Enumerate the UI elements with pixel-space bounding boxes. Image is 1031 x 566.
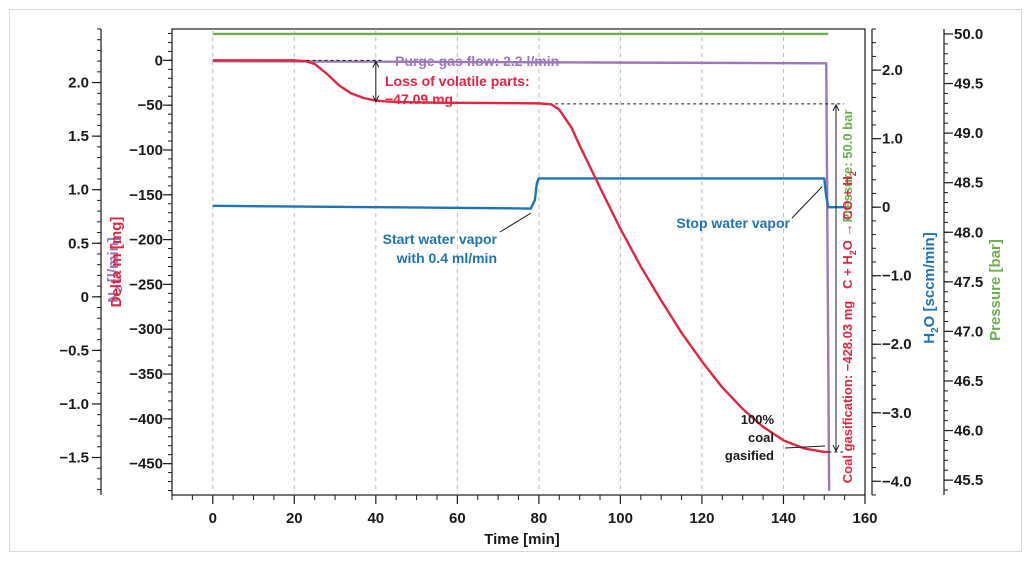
y-tick-label-pressure: 45.5 bbox=[954, 472, 983, 489]
y-tick-label-pressure: 46.0 bbox=[954, 423, 983, 440]
annotation-gasification: Coal gasification: −428.03 mg bbox=[840, 301, 855, 483]
annotation-full-line3: gasified bbox=[725, 448, 774, 463]
loss-arrowhead-top bbox=[372, 60, 380, 68]
y-axis-label-pressure: Pressure [bar] bbox=[987, 239, 1004, 341]
annotation-full-line2: coal bbox=[748, 430, 774, 445]
y-tick-label-h2o: −4.0 bbox=[882, 473, 912, 490]
y-tick-label-pressure: 49.0 bbox=[954, 125, 983, 142]
annotation-full-line1: 100% bbox=[741, 412, 775, 427]
annotation-start-line2: with 0.4 ml/min bbox=[396, 250, 497, 266]
x-tick-label: 140 bbox=[771, 510, 796, 527]
y-tick-label-n2: 0.5 bbox=[68, 235, 89, 252]
y-tick-label-delta_m: 0 bbox=[155, 52, 163, 69]
series-line-delta_m bbox=[212, 59, 829, 454]
annotation-loss-line1: Loss of volatile parts: bbox=[385, 73, 530, 89]
x-tick-label: 60 bbox=[449, 510, 466, 527]
y-tick-label-delta_m: −300 bbox=[129, 321, 163, 338]
y-tick-label-h2o: 2.0 bbox=[882, 62, 903, 79]
annotation-loss-line2: −47.09 mg bbox=[385, 91, 453, 107]
series-line-n2 bbox=[212, 59, 831, 491]
y-tick-label-delta_m: −250 bbox=[129, 276, 163, 293]
y-tick-label-n2: −1.0 bbox=[59, 396, 89, 413]
y-tick-label-delta_m: −450 bbox=[129, 456, 163, 473]
y-tick-label-h2o: −2.0 bbox=[882, 336, 912, 353]
gasification-arrowhead-bottom bbox=[832, 444, 840, 453]
y-tick-label-pressure: 47.0 bbox=[954, 323, 983, 340]
y-tick-label-pressure: 49.5 bbox=[954, 76, 983, 93]
x-tick-label: 160 bbox=[852, 510, 877, 527]
x-tick-label: 20 bbox=[286, 510, 303, 527]
x-tick-label: 80 bbox=[531, 510, 548, 527]
y-tick-label-pressure: 48.5 bbox=[954, 175, 983, 192]
loss-arrowhead-bottom bbox=[372, 95, 380, 103]
y-tick-label-delta_m: −200 bbox=[129, 232, 163, 249]
y-tick-label-delta_m: −100 bbox=[129, 142, 163, 159]
annotation-start-line1: Start water vapor bbox=[383, 231, 498, 247]
y-tick-label-delta_m: −350 bbox=[129, 366, 163, 383]
stop-pointer bbox=[791, 186, 823, 219]
y-axis-label-h2o: H2O [sccm/min] bbox=[921, 232, 941, 343]
y-tick-label-pressure: 48.0 bbox=[954, 224, 983, 241]
y-tick-label-n2: 1.5 bbox=[68, 128, 89, 145]
y-tick-label-n2: −0.5 bbox=[59, 342, 89, 359]
y-tick-label-h2o: −1.0 bbox=[882, 268, 912, 285]
y-tick-label-delta_m: −150 bbox=[129, 187, 163, 204]
annotations: Purge gas flow: 2.2 l/min Loss of volatil… bbox=[306, 53, 858, 483]
gridlines bbox=[212, 29, 784, 495]
start-pointer bbox=[499, 212, 532, 233]
full-pointer bbox=[784, 445, 826, 449]
y-tick-label-n2: 2.0 bbox=[68, 75, 89, 92]
y-tick-label-delta_m: −50 bbox=[138, 97, 163, 114]
y-tick-label-n2: 0 bbox=[81, 289, 89, 306]
annotation-pressure: Pressure: 50.0 bar bbox=[840, 110, 855, 223]
y-tick-label-n2: 1.0 bbox=[68, 182, 89, 199]
series-line-h2o bbox=[212, 177, 849, 210]
y-axis-label-n2: N2 [l/min] bbox=[105, 237, 125, 303]
gasification-arrowhead-top bbox=[832, 103, 840, 112]
y-tick-label-pressure: 50.0 bbox=[954, 26, 983, 43]
annotation-stop: Stop water vapor bbox=[676, 215, 790, 231]
y-tick-label-n2: −1.5 bbox=[59, 450, 89, 467]
x-tick-label: 40 bbox=[367, 510, 384, 527]
y-tick-label-delta_m: −400 bbox=[129, 411, 163, 428]
x-tick-label: 0 bbox=[209, 510, 217, 527]
y-tick-label-h2o: 1.0 bbox=[882, 131, 903, 148]
plot-area bbox=[171, 28, 866, 496]
series-group bbox=[212, 32, 849, 491]
y-axis-label-delta-m: Delta m [mg] bbox=[108, 217, 125, 308]
annotation-reaction: C + H2O → CO + H2 bbox=[840, 171, 858, 289]
y-tick-label-pressure: 47.5 bbox=[954, 274, 983, 291]
axes: 0 20 40 60 80 100 120 140 160 −1.5 −1.0 −0.5 0 0.5 1.0… bbox=[59, 26, 983, 527]
x-tick-label: 100 bbox=[608, 510, 633, 527]
annotation-purge: Purge gas flow: 2.2 l/min bbox=[395, 53, 559, 69]
x-tick-label: 120 bbox=[689, 510, 714, 527]
x-axis-label: Time [min] bbox=[484, 531, 560, 548]
y-tick-label-h2o: −3.0 bbox=[882, 405, 912, 422]
y-tick-label-h2o: 0 bbox=[882, 199, 890, 216]
y-tick-label-pressure: 46.5 bbox=[954, 373, 983, 390]
